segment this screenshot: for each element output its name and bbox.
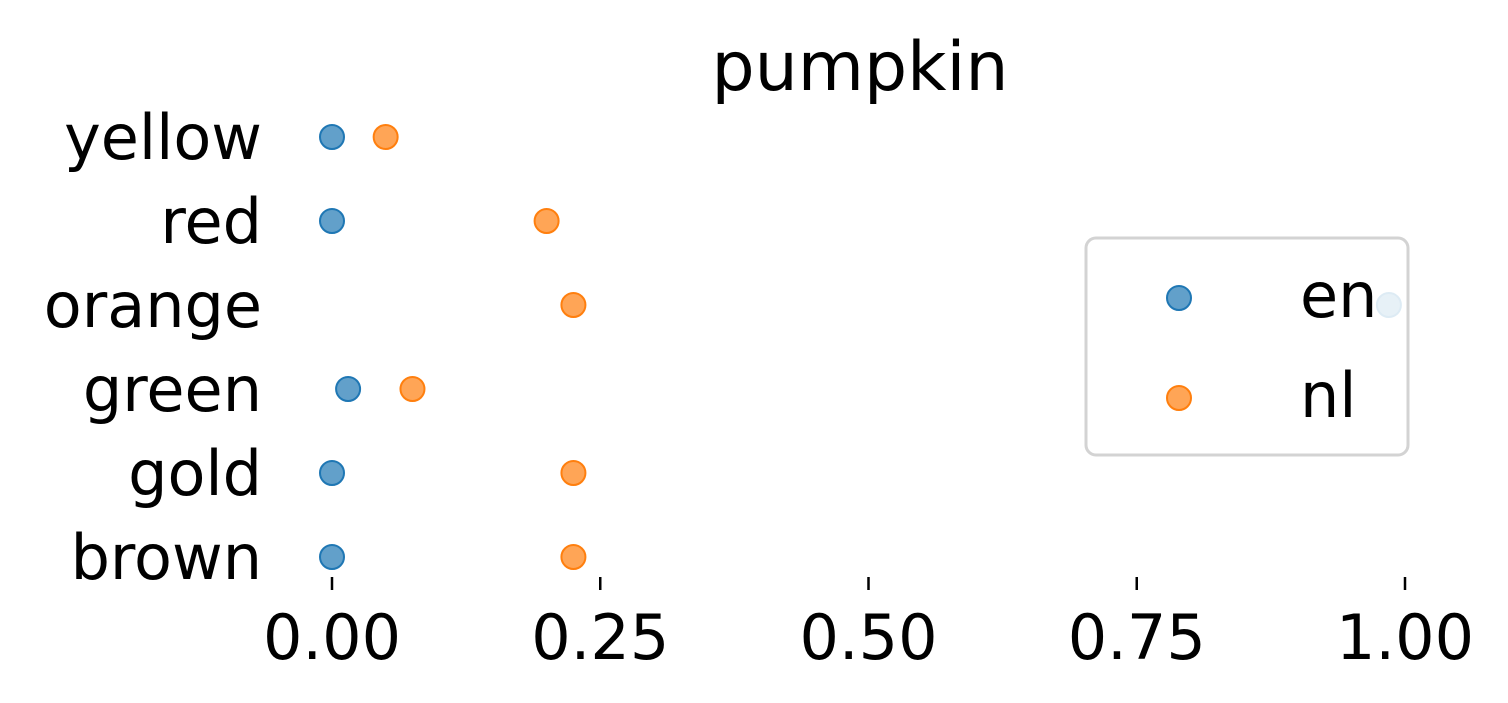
point-nl-yellow bbox=[372, 124, 399, 150]
point-nl-red bbox=[533, 208, 560, 234]
x-axis: 0.00 0.25 0.50 0.75 1.00 bbox=[263, 577, 1474, 674]
legend-label-nl: nl bbox=[1300, 359, 1357, 432]
y-tick-label-yellow: yellow bbox=[64, 101, 262, 174]
point-en-red bbox=[319, 208, 345, 234]
legend-marker-nl bbox=[1166, 385, 1192, 411]
point-en-brown bbox=[319, 544, 345, 570]
x-tick-label-0.25: 0.25 bbox=[531, 601, 669, 674]
data-points bbox=[319, 124, 1402, 570]
y-tick-label-orange: orange bbox=[44, 269, 262, 342]
y-tick-label-gold: gold bbox=[128, 437, 262, 510]
point-en-gold bbox=[319, 460, 345, 486]
x-tick-label-0.00: 0.00 bbox=[263, 601, 401, 674]
y-axis-labels: brown gold green orange red yellow bbox=[44, 101, 262, 594]
x-tick-label-0.50: 0.50 bbox=[799, 601, 937, 674]
x-tick-label-0.75: 0.75 bbox=[1068, 601, 1206, 674]
point-en-green bbox=[335, 376, 362, 402]
legend-marker-en bbox=[1166, 285, 1192, 311]
point-en-yellow bbox=[319, 124, 345, 150]
point-nl-gold bbox=[560, 460, 587, 486]
x-tick-label-1.00: 1.00 bbox=[1336, 601, 1474, 674]
legend: en nl bbox=[1084, 236, 1410, 457]
legend-label-en: en bbox=[1300, 259, 1377, 332]
y-tick-label-brown: brown bbox=[71, 521, 262, 594]
point-nl-orange bbox=[560, 292, 587, 318]
point-nl-green bbox=[399, 376, 426, 402]
y-tick-label-green: green bbox=[83, 353, 262, 426]
point-nl-brown bbox=[560, 544, 587, 570]
y-tick-label-red: red bbox=[160, 185, 262, 258]
chart-title: pumpkin bbox=[711, 28, 1008, 107]
